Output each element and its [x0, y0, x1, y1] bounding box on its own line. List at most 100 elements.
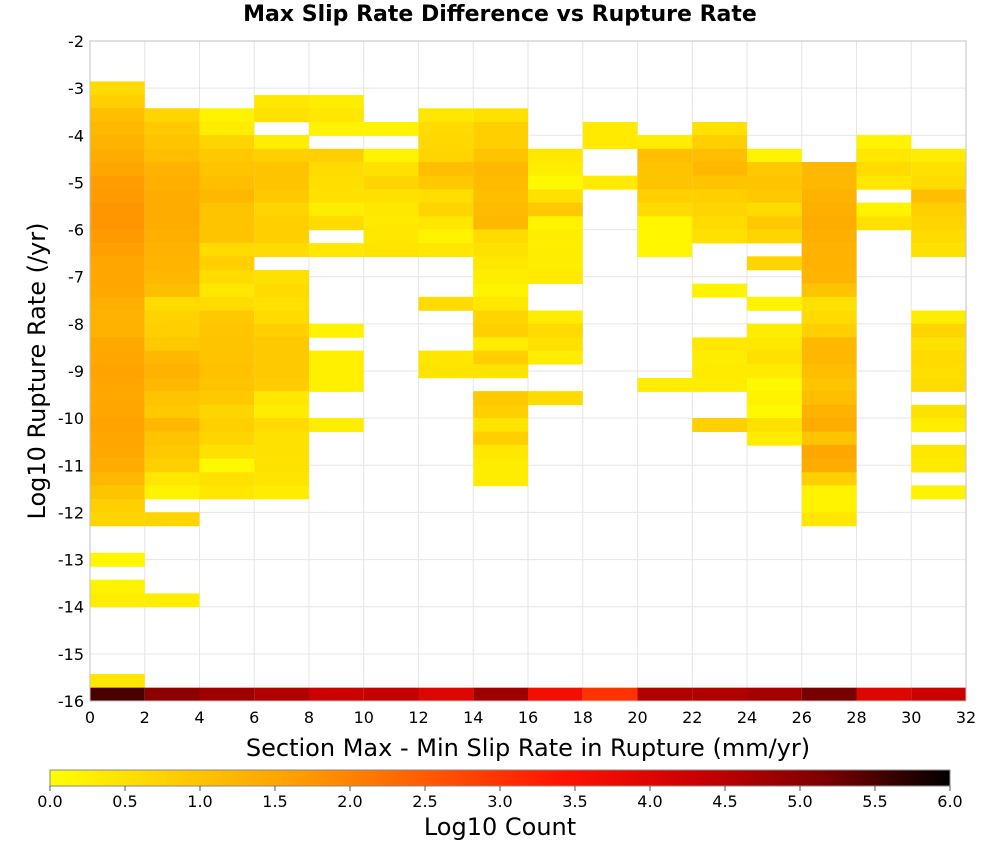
- heatmap-cell: [528, 256, 583, 271]
- heatmap-cell: [199, 431, 255, 446]
- heatmap-cell: [528, 243, 583, 258]
- heatmap-cell: [911, 216, 966, 231]
- heatmap-cell: [473, 310, 528, 325]
- heatmap-cell: [254, 283, 309, 298]
- heatmap-cell: [473, 189, 528, 204]
- heatmap-cell: [418, 296, 474, 311]
- heatmap-cell: [199, 269, 255, 284]
- heatmap-cell: [144, 391, 200, 406]
- heatmap-cell: [254, 175, 309, 190]
- heatmap-cell: [90, 552, 145, 567]
- heatmap-cell: [473, 108, 528, 123]
- heatmap-cell: [473, 404, 528, 419]
- heatmap-cell: [199, 216, 255, 231]
- heatmap-cell: [254, 269, 309, 284]
- heatmap-cell: [582, 121, 638, 136]
- heatmap-cell: [254, 404, 309, 419]
- x-tick-label: 14: [463, 708, 483, 727]
- colorbar-tick-label: 2.0: [337, 792, 362, 811]
- heatmap-cell: [254, 350, 309, 365]
- heatmap-cell: [473, 256, 528, 271]
- heatmap-cell: [309, 687, 364, 702]
- heatmap-cell: [911, 418, 966, 432]
- heatmap-cell: [418, 175, 474, 190]
- heatmap-cell: [911, 337, 966, 352]
- x-tick-label: 16: [518, 708, 538, 727]
- x-tick-label: 6: [249, 708, 259, 727]
- heatmap-cell: [418, 216, 474, 231]
- heatmap-cell: [90, 175, 145, 190]
- heatmap-cell: [856, 175, 912, 190]
- heatmap-cell: [90, 229, 145, 244]
- heatmap-cell: [254, 485, 309, 500]
- heatmap-cell: [199, 162, 255, 176]
- heatmap-cell: [856, 202, 912, 217]
- heatmap-cell: [801, 391, 857, 406]
- heatmap-cell: [911, 485, 966, 500]
- heatmap-cell: [90, 364, 145, 379]
- heatmap-cell: [199, 108, 255, 123]
- heatmap-cell: [199, 323, 255, 338]
- x-tick-label: 30: [901, 708, 921, 727]
- heatmap-cell: [363, 121, 419, 136]
- heatmap-cell: [254, 431, 309, 446]
- heatmap-cell: [637, 202, 693, 217]
- colorbar: [49, 769, 951, 787]
- heatmap-cell: [911, 458, 966, 473]
- heatmap-cell: [309, 364, 364, 379]
- heatmap-cell: [692, 687, 747, 702]
- heatmap-cell: [747, 337, 802, 352]
- heatmap-cell: [418, 135, 474, 150]
- heatmap-cell: [692, 350, 747, 365]
- heatmap-cell: [254, 364, 309, 379]
- x-tick-label: 12: [408, 708, 428, 727]
- heatmap-cell: [582, 175, 638, 190]
- heatmap-cell: [911, 189, 966, 204]
- heatmap-cell: [144, 444, 200, 459]
- heatmap-cell: [747, 162, 802, 176]
- y-tick-label: -11: [58, 456, 84, 475]
- heatmap-cell: [90, 687, 145, 702]
- heatmap-cell: [90, 135, 145, 150]
- heatmap-cell: [144, 364, 200, 379]
- heatmap-cell: [90, 296, 145, 311]
- heatmap-cell: [90, 391, 145, 406]
- heatmap-cell: [473, 121, 528, 136]
- heatmap-cell: [254, 229, 309, 244]
- y-tick-label: -4: [68, 126, 84, 145]
- heatmap-cell: [254, 95, 309, 110]
- heatmap-cell: [144, 189, 200, 204]
- heatmap-cell: [199, 243, 255, 258]
- heatmap-cell: [90, 216, 145, 231]
- heatmap-cell: [528, 148, 583, 163]
- x-tick-label: 10: [354, 708, 374, 727]
- heatmap-cell: [254, 323, 309, 338]
- heatmap-cell: [911, 687, 966, 702]
- heatmap-cell: [747, 296, 802, 311]
- heatmap-cell: [144, 323, 200, 338]
- heatmap-cell: [528, 337, 583, 352]
- heatmap-cell: [473, 229, 528, 244]
- heatmap-cell: [801, 269, 857, 284]
- plot-frame: [89, 40, 967, 702]
- colorbar-tick-label: 3.5: [562, 792, 587, 811]
- heatmap-cell: [692, 377, 747, 392]
- heatmap-cell: [911, 175, 966, 190]
- heatmap-cell: [418, 243, 474, 258]
- heatmap-cell: [199, 135, 255, 150]
- heatmap-cell: [747, 431, 802, 446]
- heatmap-cell: [692, 148, 747, 163]
- heatmap-cell: [363, 687, 419, 702]
- heatmap-cell: [309, 95, 364, 110]
- heatmap-cell: [144, 162, 200, 176]
- heatmap-cell: [747, 350, 802, 365]
- x-tick-label: 32: [956, 708, 976, 727]
- heatmap-cell: [801, 216, 857, 231]
- heatmap-cell: [473, 391, 528, 406]
- heatmap-cell: [418, 189, 474, 204]
- heatmap-cell: [144, 243, 200, 258]
- heatmap-cell: [692, 229, 747, 244]
- heatmap-cell: [801, 472, 857, 487]
- heatmap-cell: [144, 296, 200, 311]
